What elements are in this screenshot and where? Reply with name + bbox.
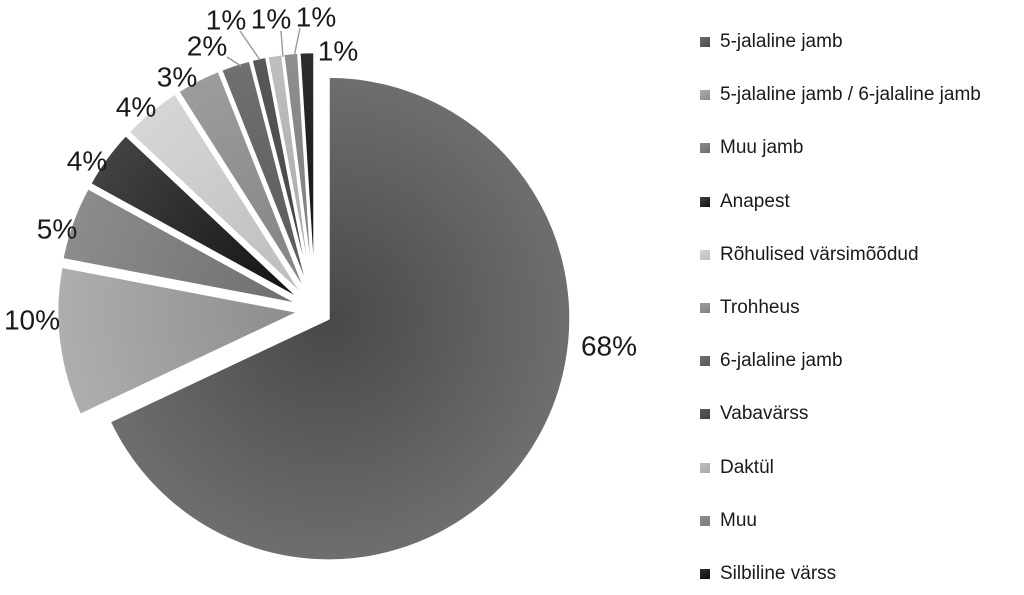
legend-label: Muu jamb [720,137,804,159]
pie-slice-trohheus [176,69,309,297]
legend-label: Trohheus [720,297,800,318]
legend-swatch-icon [700,37,710,47]
pie-data-label: 3% [157,62,197,93]
pie-slice-muu-jamb [60,186,302,306]
legend-label: Rõhulised värsimõõdud [720,243,919,265]
legend-swatch-icon [700,196,710,207]
pie-data-label: 10% [4,305,60,336]
legend-item-dakt-l: Daktül [700,457,774,479]
pie-slice-5-jalaline-jamb-6-jalaline-jamb [55,265,301,417]
pie-data-label: 1% [296,2,336,33]
pie-slice-anapest [88,133,304,302]
pie-data-label: 68% [581,331,637,362]
legend-label: Daktül [720,456,774,478]
chart-legend: 5-jalaline jamb 5-jalaline jamb / 6-jalal… [700,0,1024,595]
legend-swatch-icon [700,409,710,420]
legend-item-muu-jamb: Muu jamb [700,137,803,159]
pie-data-label: 5% [37,214,77,245]
pie-chart: 68%10%5%4%4%3%2%1% 1% 1%1% [4,2,637,562]
legend-item-5-jalaline-jamb: 5-jalaline jamb [700,31,843,53]
legend-item-6-jalaline-jamb: 6-jalaline jamb [700,350,843,372]
pie-slice-silbiline-v-rss [298,50,316,296]
legend-label: 5-jalaline jamb / 6-jalaline jamb [720,84,981,106]
legend-item-r-hulised-v-rsim-dud: Rõhulised värsimõõdud [700,244,919,266]
legend-swatch-icon [700,462,710,473]
legend-item-vabav-rss: Vabavärss [700,403,808,425]
legend-label: Muu [720,509,757,531]
legend-swatch-icon [700,303,710,313]
legend-item-5-jalaline-jamb-6-jalaline-jamb: 5-jalaline jamb / 6-jalaline jamb [700,84,981,106]
pie-data-label: 1% [206,5,246,36]
pie-data-label: 1% [251,4,291,35]
pie-data-label: 2% [187,31,227,62]
legend-swatch-icon [700,515,710,526]
legend-item-anapest: Anapest [700,191,790,213]
pie-slice-5-jalaline-jamb [108,75,572,562]
legend-item-trohheus: Trohheus [700,297,800,319]
legend-label: 6-jalaline jamb [720,350,843,372]
pie-slice-r-hulised-v-rsim-dud [127,92,307,299]
pie-data-label: 4% [116,92,156,123]
legend-swatch-icon [700,249,710,260]
legend-label: Vabavärss [720,403,809,425]
label-leader-line [280,30,284,58]
legend-item-silbiline-v-rss: Silbiline värss [700,563,836,585]
legend-item-muu: Muu [700,510,757,532]
label-leader-line [239,30,261,61]
legend-label: 5-jalaline jamb [720,31,843,52]
legend-swatch-icon [700,143,710,154]
legend-label: Anapest [720,190,790,212]
legend-label: Silbiline värss [720,563,837,584]
pie-data-label: 4% [67,146,107,177]
legend-swatch-icon [700,569,710,579]
legend-swatch-icon [700,356,710,367]
pie-data-label: 1% [318,36,358,67]
legend-swatch-icon [700,90,710,101]
label-leader-line [293,27,301,58]
label-leader-line [226,56,242,67]
pie-slice-6-jalaline-jamb [219,59,312,297]
